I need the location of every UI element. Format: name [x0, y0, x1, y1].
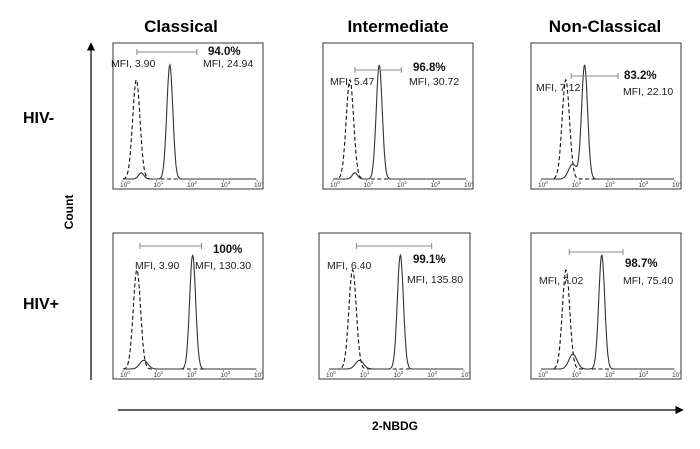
panel-non-classical-hiv-neg: 100 101 102 103 104 MFI, 7.12 MFI, 22.10 83.2% — [530, 42, 682, 190]
x-tick-label: 100 — [120, 370, 130, 379]
panel-classical-hiv-pos: 100 101 102 103 104 MFI, 3.90 MFI, 130.30 100% — [112, 232, 264, 380]
control-mfi-label: MFI, 3.90 — [135, 260, 180, 272]
x-tick-label: 100 — [120, 180, 130, 189]
row-label-hiv-negative: HIV- — [23, 110, 54, 127]
x-tick-label: 104 — [672, 180, 682, 189]
row-label-hiv-positive: HIV+ — [23, 296, 59, 313]
x-tick-label: 104 — [254, 370, 264, 379]
percent-positive-label: 100% — [213, 244, 242, 256]
stained-mfi-label: MFI, 135.80 — [407, 274, 463, 286]
x-tick-label: 102 — [187, 180, 197, 189]
control-mfi-label: MFI, 3.90 — [111, 58, 156, 70]
panel-intermediate-hiv-neg: 100 101 102 103 104 MFI, 5.47 MFI, 30.72 96.8% — [322, 42, 474, 190]
x-tick-label: 103 — [639, 370, 649, 379]
stained-mfi-label: MFI, 30.72 — [409, 76, 459, 88]
x-tick-label: 101 — [360, 370, 370, 379]
panel-frame — [322, 42, 474, 190]
panel-frame — [112, 232, 264, 380]
stained-histogram-trace — [123, 254, 257, 370]
stained-histogram-trace — [329, 253, 464, 370]
x-tick-label: 100 — [330, 180, 340, 189]
panel-frame — [530, 232, 682, 380]
stained-mfi-label: MFI, 75.40 — [623, 275, 673, 287]
percent-positive-label: 98.7% — [625, 258, 658, 270]
panel-frame — [530, 42, 682, 190]
x-tick-label: 103 — [639, 180, 649, 189]
stained-histogram-trace — [123, 62, 257, 180]
x-tick-label: 102 — [187, 370, 197, 379]
panel-frame — [318, 232, 471, 380]
column-title-classical: Classical — [144, 17, 218, 36]
x-tick-label: 103 — [431, 180, 441, 189]
x-tick-label: 102 — [394, 370, 404, 379]
x-tick-label: 101 — [364, 180, 374, 189]
y-axis-title: Count — [62, 195, 76, 230]
percent-positive-label: 99.1% — [413, 254, 446, 266]
x-axis-title: 2-NBDG — [372, 419, 418, 433]
panel-non-classical-hiv-pos: 100 101 102 103 104 MFI, 7.02 MFI, 75.40 98.7% — [530, 232, 682, 380]
x-tick-label: 103 — [221, 370, 231, 379]
x-tick-label: 102 — [397, 180, 407, 189]
x-tick-label: 101 — [154, 370, 164, 379]
x-tick-label: 101 — [572, 180, 582, 189]
control-mfi-label: MFI, 7.12 — [536, 82, 581, 94]
x-tick-label: 104 — [672, 370, 682, 379]
x-tick-label: 102 — [605, 370, 615, 379]
stained-mfi-label: MFI, 130.30 — [195, 260, 251, 272]
x-tick-label: 104 — [464, 180, 474, 189]
stained-mfi-label: MFI, 24.94 — [203, 58, 253, 70]
x-tick-label: 101 — [572, 370, 582, 379]
x-tick-label: 103 — [427, 370, 437, 379]
control-mfi-label: MFI, 5.47 — [330, 76, 375, 88]
percent-positive-label: 83.2% — [624, 70, 657, 82]
x-tick-label: 104 — [254, 180, 264, 189]
stained-histogram-trace — [541, 64, 675, 180]
x-tick-label: 104 — [461, 370, 471, 379]
x-tick-label: 100 — [538, 180, 548, 189]
x-tick-label: 101 — [154, 180, 164, 189]
panel-intermediate-hiv-pos: 100 101 102 103 104 MFI, 6.40 MFI, 135.80 99.1% — [318, 232, 471, 380]
column-title-non-classical: Non-Classical — [549, 17, 661, 36]
x-tick-label: 100 — [538, 370, 548, 379]
panel-frame — [112, 42, 264, 190]
stained-histogram-trace — [541, 254, 675, 370]
control-mfi-label: MFI, 6.40 — [327, 260, 372, 272]
x-tick-label: 100 — [326, 370, 336, 379]
percent-positive-label: 96.8% — [413, 62, 446, 74]
control-mfi-label: MFI, 7.02 — [539, 275, 584, 287]
x-tick-label: 103 — [221, 180, 231, 189]
percent-positive-label: 94.0% — [208, 46, 241, 58]
x-tick-label: 102 — [605, 180, 615, 189]
stained-mfi-label: MFI, 22.10 — [623, 86, 673, 98]
stained-histogram-trace — [333, 64, 467, 180]
column-title-intermediate: Intermediate — [347, 17, 448, 36]
